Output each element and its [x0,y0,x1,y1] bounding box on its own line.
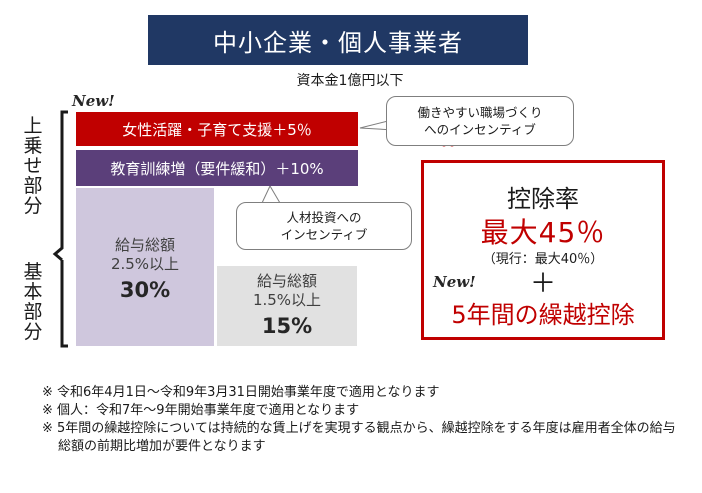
rate-current: （現行：最大40％） [482,252,604,267]
label-top-up: 上 乗 せ 部 分 [23,115,43,217]
capital-condition: 資本金1億円以下 [296,73,404,89]
notes: ※ 令和6年4月1日～令和9年3月31日開始事業年度で適用となります ※ 個人：… [42,384,682,456]
block-salary-1-5: 給与総額 1.5%以上 15% [217,266,357,346]
label-base: 基 本 部 分 [23,261,43,343]
callout2-tail [261,184,281,204]
band-education-training: 教育訓練増（要件緩和）＋10% [76,150,358,186]
block-left-line2: 2.5%以上 [110,255,180,273]
block-right-line2: 1.5%以上 [252,291,322,309]
rate-max: 最大45％ [480,216,606,249]
bracket-top [52,110,68,262]
rate-carryover: 5年間の繰越控除 [451,301,635,329]
block-right-pct: 15% [261,314,313,338]
note-1: ※ 令和6年4月1日～令和9年3月31日開始事業年度で適用となります [42,385,440,400]
callout1-tail [359,119,395,131]
new-badge-bands: New! [72,92,115,110]
callout-workplace: 働きやすい職場づくり へのインセンティブ [386,96,574,146]
rate-title: 控除率 [507,185,579,213]
deduction-rate-box: 控除率 最大45％ （現行：最大40％） ＋ 5年間の繰越控除 [421,160,665,340]
page-title: 中小企業・個人事業者 [148,15,528,65]
block-left-pct: 30% [119,278,171,302]
block-left-line1: 給与総額 [114,236,175,254]
band-women-childcare: 女性活躍・子育て支援＋5％ [76,112,358,146]
note-2: ※ 個人：令和7年～9年開始事業年度で適用となります [42,403,360,418]
rate-plus: ＋ [529,269,556,299]
note-3: ※ 5年間の繰越控除については持続的な賃上げを実現する観点から、繰越控除をする年… [42,421,676,454]
bracket-base [60,260,68,348]
block-salary-2-5: 給与総額 2.5%以上 30% [76,188,214,346]
block-right-line1: 給与総額 [256,272,317,290]
callout-investment: 人材投資への インセンティブ [236,202,412,250]
new-badge-carryover: New! [433,273,476,291]
